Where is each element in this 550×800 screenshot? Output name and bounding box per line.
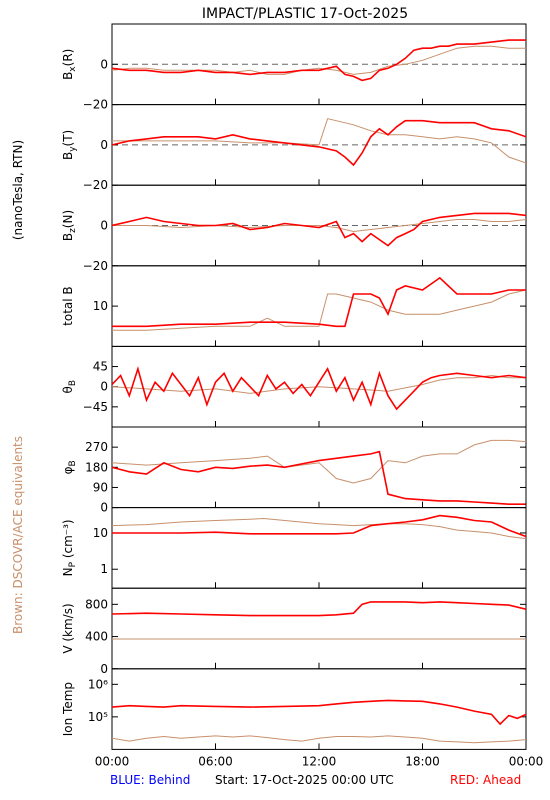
panel-np-series-brown: [112, 517, 526, 540]
panel-v-ylabel: V (km/s): [61, 603, 75, 653]
panel-bx: 0 −20 Bx(R): [61, 23, 527, 112]
panel-np-ytick-label: 10: [93, 526, 108, 540]
panel-bz: 0 −20 Bz(N): [61, 184, 527, 273]
panel-theta-ytick-label: 0: [100, 380, 108, 394]
panel-phi-ylabel: φB: [61, 460, 78, 474]
start-time-label: Start: 17-Oct-2025 00:00 UTC: [215, 773, 394, 787]
panel-theta-series-red: [112, 365, 526, 411]
panel-btot-ytick-label: 10: [93, 299, 108, 313]
x-axis: 00:00 06:00 12:00 18:00 00:00: [95, 98, 544, 768]
panel-np: 10 1 NP (cm⁻³): [61, 507, 527, 589]
panel-np-ylabel: NP (cm⁻³): [61, 519, 78, 576]
secondary-source-note: Brown: DSCOVR/ACE equivalents: [11, 436, 25, 634]
panel-bx-ytick-label: −20: [83, 98, 108, 112]
panel-btot-frame: [111, 265, 527, 347]
panel-tp: 10⁶ 10⁵ Ion Temp: [61, 668, 527, 750]
panel-btot: 10 total B: [61, 265, 527, 347]
panel-phi-ytick-label: 0: [100, 501, 108, 515]
xtick-label: 00:00: [95, 754, 130, 768]
panel-tp-series-brown: [112, 735, 526, 744]
panel-v-ytick-label: 0: [100, 662, 108, 676]
panel-v-ytick-label: 800: [85, 597, 108, 611]
panel-by: 0 −20 By(T): [61, 104, 527, 192]
panel-bz-ytick-label: −20: [83, 259, 108, 273]
panel-btot-ylabel: total B: [61, 286, 75, 326]
panel-phi-ytick-label: 90: [93, 480, 108, 494]
panel-by-series-brown: [112, 118, 526, 164]
panel-np-ytick-label: 1: [100, 562, 108, 576]
panel-bz-ylabel: Bz(N): [61, 210, 78, 241]
panel-phi-ytick-label: 180: [85, 460, 108, 474]
panel-v-series-red: [112, 601, 526, 617]
panel-theta-ytick-label: 45: [93, 360, 108, 374]
xtick-label: 18:00: [405, 754, 440, 768]
panel-theta-ytick-label: −45: [83, 400, 108, 414]
panel-theta-series-brown: [112, 374, 526, 394]
panel-v-ytick-label: 400: [85, 630, 108, 644]
panel-tp-ylabel: Ion Temp: [61, 682, 75, 736]
panel-btot-series-brown: [112, 289, 526, 331]
units-side-label: (nanoTesla, RTN): [11, 140, 25, 240]
behind-legend: BLUE: Behind: [110, 773, 190, 787]
panel-phi-series-brown: [112, 439, 526, 484]
panel-bx-series-red: [112, 39, 526, 82]
panel-bz-ytick-label: 0: [100, 219, 108, 233]
panel-by-series-red: [112, 119, 526, 167]
xtick-label: 12:00: [302, 754, 337, 768]
panel-v: 800 400 0 V (km/s): [61, 587, 527, 676]
panel-bz-series-red: [112, 212, 526, 247]
panel-bx-ylabel: Bx(R): [61, 49, 78, 80]
panel-theta: 45 0 −45 θB: [61, 345, 527, 428]
panel-phi: 270 180 90 0 φB: [61, 426, 527, 515]
panel-theta-ylabel: θB: [61, 380, 78, 394]
panel-np-series-red: [112, 514, 526, 538]
panel-bx-series-brown: [112, 45, 526, 75]
panel-phi-ytick-label: 270: [85, 440, 108, 454]
panel-btot-series-red: [112, 276, 526, 328]
panel-np-frame: [111, 507, 527, 589]
panel-phi-series-red: [112, 450, 526, 506]
panel-by-ylabel: By(T): [61, 130, 78, 160]
xtick-label: 00:00: [509, 754, 544, 768]
chart-title: IMPACT/PLASTIC 17-Oct-2025: [202, 6, 408, 22]
panel-tp-ytick-label: 10⁶: [88, 677, 108, 691]
panel-bx-ytick-label: 0: [100, 57, 108, 71]
ahead-legend: RED: Ahead: [450, 773, 521, 787]
xtick-label: 06:00: [198, 754, 233, 768]
panel-tp-ytick-label: 10⁵: [88, 710, 108, 724]
panel-v-frame: [111, 587, 527, 670]
panel-tp-series-red: [112, 699, 526, 726]
panel-by-ytick-label: 0: [100, 138, 108, 152]
panel-by-ytick-label: −20: [83, 178, 108, 192]
